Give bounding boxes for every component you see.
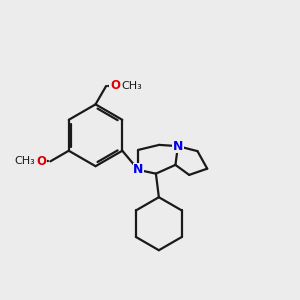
Text: N: N bbox=[173, 140, 183, 153]
Text: O: O bbox=[37, 155, 46, 168]
Text: N: N bbox=[133, 164, 144, 176]
Text: O: O bbox=[110, 79, 120, 92]
Text: O: O bbox=[37, 155, 46, 168]
Text: O: O bbox=[110, 79, 120, 92]
Text: CH₃: CH₃ bbox=[121, 81, 142, 91]
Text: CH₃: CH₃ bbox=[15, 156, 35, 166]
